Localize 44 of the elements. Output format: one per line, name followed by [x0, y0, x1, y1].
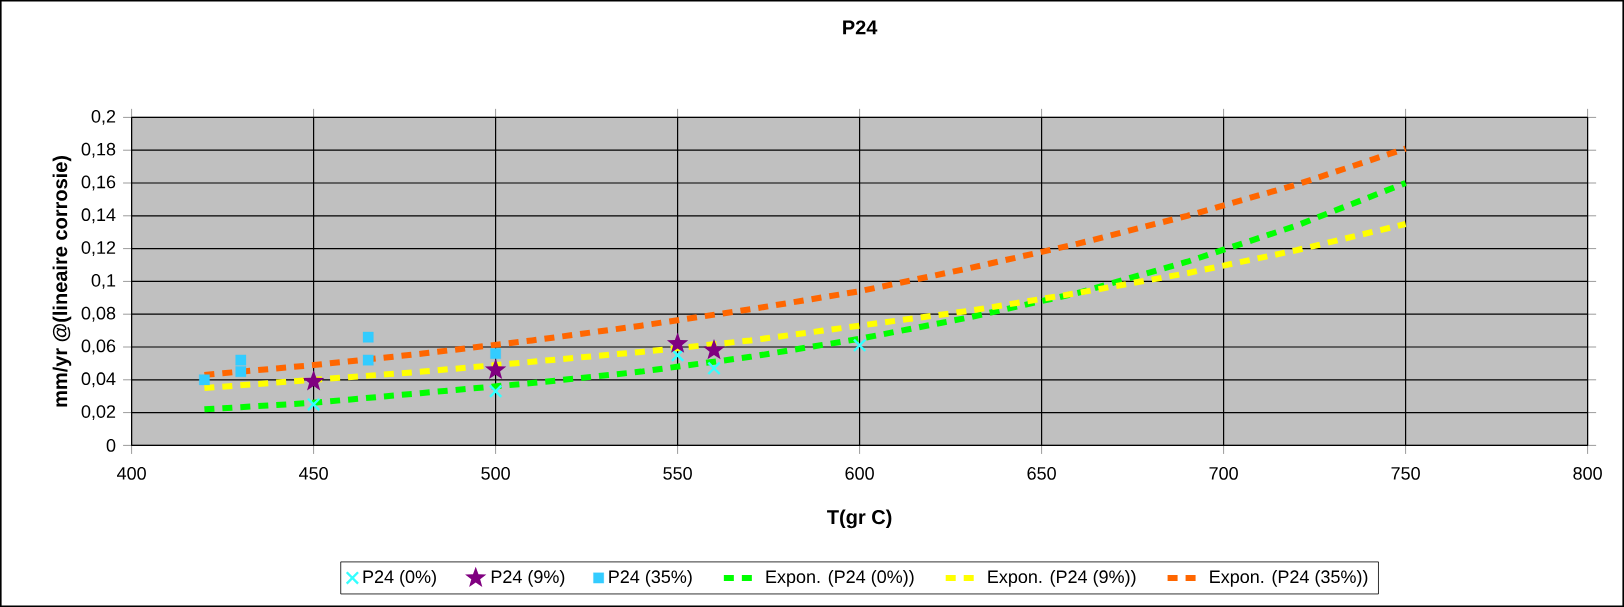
y-tick-label: 0,12	[81, 241, 116, 257]
legend-label: Expon. (P24 (9%))	[988, 569, 1136, 587]
x-tick-label: 600	[845, 466, 874, 480]
legend-label: P24 (35%)	[609, 569, 692, 587]
y-tick-label: 0,04	[81, 372, 116, 388]
point	[235, 366, 247, 377]
point	[852, 338, 867, 353]
legend-label: Expon. (P24 (0%))	[766, 569, 914, 587]
x-tick-label: 400	[117, 466, 146, 480]
x-tick-label: 550	[663, 466, 692, 480]
point	[484, 358, 507, 380]
y-tick-label: 0,18	[81, 142, 116, 158]
x-tick-label: 750	[1391, 466, 1420, 480]
point	[490, 348, 501, 359]
point	[199, 374, 210, 386]
y-axis-title: mm/yr @(lineaire corrosie)	[52, 155, 72, 407]
point	[306, 397, 321, 412]
chart-title: P24	[843, 20, 878, 35]
point	[703, 339, 725, 360]
point	[235, 354, 247, 366]
y-tick-label: 0,16	[81, 175, 116, 191]
x-tick-label: 500	[481, 466, 510, 480]
point	[670, 348, 685, 363]
y-tick-label: 0,06	[81, 339, 116, 355]
legend-label: P24 (9%)	[491, 569, 565, 587]
point	[302, 370, 325, 391]
point	[666, 332, 689, 353]
y-tick-label: 0,02	[81, 405, 116, 421]
y-tick-label: 0,2	[91, 109, 116, 125]
x-tick-label: 700	[1209, 466, 1238, 480]
y-tick-label: 0,1	[91, 273, 116, 289]
y-tick-label: 0,08	[81, 306, 116, 322]
point	[362, 354, 374, 366]
legend-label: P24 (0%)	[363, 569, 436, 587]
point	[707, 361, 721, 376]
x-tick-label: 450	[299, 466, 328, 480]
y-tick-label: 0,14	[81, 208, 116, 224]
point	[488, 384, 503, 399]
legend-label: Expon. (P24 (35%))	[1210, 569, 1368, 587]
x-tick-label: 650	[1027, 466, 1056, 480]
x-tick-label: 800	[1573, 466, 1602, 480]
x-axis-title: T(gr C)	[827, 509, 892, 529]
point	[362, 331, 374, 343]
y-tick-label: 0	[106, 439, 116, 452]
